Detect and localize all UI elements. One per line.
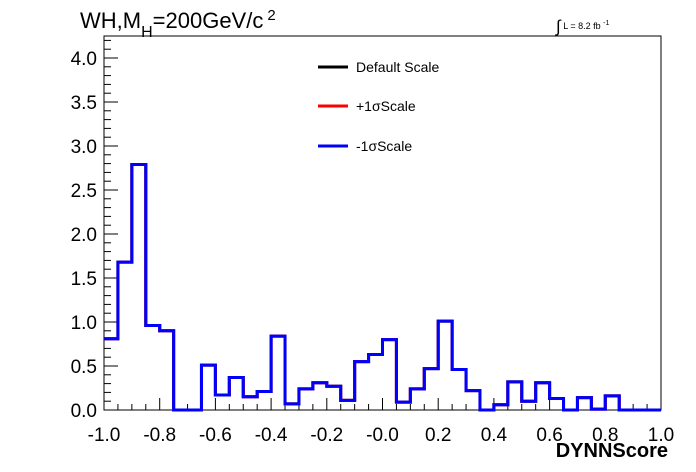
title-subscript: H (141, 24, 153, 41)
legend-label-2: -1σScale (356, 138, 412, 154)
legend-label-1: +1σScale (356, 98, 416, 114)
y-tick-label: 3.0 (71, 137, 97, 158)
luminosity-unit-exponent: -1 (603, 20, 610, 27)
x-tick-label: -0.4 (255, 425, 288, 446)
series-line-0 (104, 162, 661, 412)
x-tick-label: -1.0 (88, 425, 121, 446)
x-tick-label: 1.0 (648, 425, 674, 446)
x-tick-label: 0.6 (536, 425, 562, 446)
legend-label-0: Default Scale (356, 59, 439, 75)
x-tick-label: -0.6 (199, 425, 232, 446)
series-line-2 (104, 162, 661, 412)
x-axis-label: DYNNScore (555, 440, 668, 462)
y-tick-label: 3.5 (71, 93, 97, 114)
x-tick-label: 0.4 (481, 425, 508, 446)
y-tick-label: 0.5 (71, 357, 97, 378)
x-tick-label: -0.8 (143, 425, 176, 446)
y-tick-label: 0.0 (71, 401, 97, 422)
y-tick-label: 2.0 (71, 225, 97, 246)
x-tick-label: 0.8 (592, 425, 618, 446)
y-tick-label: 1.5 (71, 269, 97, 290)
series-line-1 (104, 162, 661, 412)
y-tick-label: 2.5 (71, 181, 97, 202)
luminosity-label: ∫ L = 8.2 fb -1 (556, 14, 610, 36)
title-superscript: 2 (267, 7, 276, 24)
x-tick-label: 0.2 (425, 425, 451, 446)
luminosity-text: L = 8.2 fb (563, 21, 601, 31)
chart-title: WH,MH=200GeV/c 2 (80, 7, 276, 41)
y-tick-label: 4.0 (71, 49, 97, 70)
x-tick-label: -0.0 (366, 425, 399, 446)
title-rest: =200GeV/c (152, 8, 264, 33)
y-tick-label: 1.0 (71, 313, 97, 334)
title-main: WH,M (80, 8, 142, 33)
x-tick-label: -0.2 (310, 425, 343, 446)
integral-symbol: ∫ (556, 17, 561, 36)
